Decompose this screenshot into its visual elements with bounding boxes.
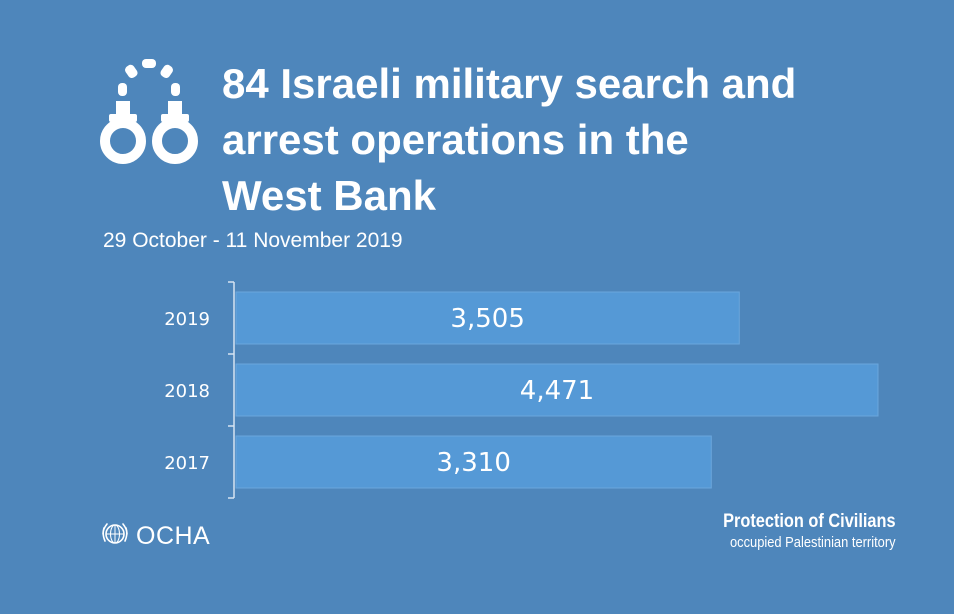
value-label-2019: 3,505 xyxy=(450,304,524,334)
poc-title: Protection of Civilians xyxy=(723,511,896,532)
bar-2017 xyxy=(235,435,712,489)
bar-2019 xyxy=(235,291,740,345)
value-label-2017: 3,310 xyxy=(436,448,510,478)
title-line-2: arrest operations in the xyxy=(222,116,689,163)
poc-subtitle: occupied Palestinian territory xyxy=(730,534,896,551)
bar-chart: 2019 3,505 2018 4,471 2017 3,310 xyxy=(0,270,954,510)
title-line-3: West Bank xyxy=(222,172,436,219)
protection-of-civilians-block: Protection of Civilians occupied Palesti… xyxy=(695,510,896,552)
page-title: 84 Israeli military search and arrest op… xyxy=(222,56,922,224)
date-range-subtitle: 29 October - 11 November 2019 xyxy=(103,229,403,252)
value-label-2018: 4,471 xyxy=(520,376,594,406)
category-label-2019: 2019 xyxy=(164,309,210,330)
bar-2018 xyxy=(235,363,879,417)
bar-chart-svg: 2019 3,505 2018 4,471 2017 3,310 xyxy=(164,281,879,499)
title-line-1: 84 Israeli military search and xyxy=(222,60,797,107)
ocha-logo-text: OCHA xyxy=(136,521,211,550)
category-label-2017: 2017 xyxy=(164,453,210,474)
un-emblem-icon xyxy=(100,519,130,554)
handcuffs-icon xyxy=(96,56,212,168)
ocha-logo: OCHA xyxy=(100,520,210,552)
category-label-2018: 2018 xyxy=(164,381,210,402)
